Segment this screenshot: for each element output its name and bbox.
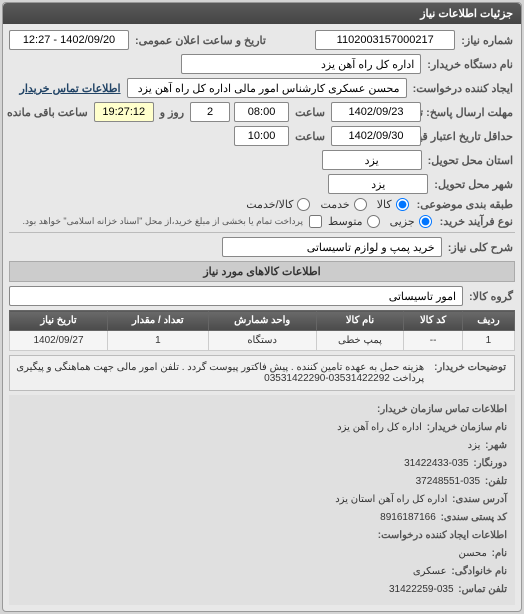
- proc-minor-radio[interactable]: [419, 215, 432, 228]
- td-unit: دستگاه: [208, 331, 316, 351]
- c-org-label: نام سازمان خریدار:: [425, 422, 509, 433]
- c-name-label: نام:: [490, 548, 509, 559]
- creator-input[interactable]: [127, 78, 407, 98]
- deadline-time-input[interactable]: [234, 102, 289, 122]
- c-tel: 035-31422259: [389, 584, 454, 595]
- note-text: هزینه حمل به عهده تامین کننده . پیش فاکت…: [16, 362, 424, 384]
- validity-time-input[interactable]: [234, 126, 289, 146]
- items-section-title: اطلاعات کالاهای مورد نیاز: [9, 261, 515, 282]
- pay-note: پرداخت تمام یا بخشی از مبلغ خرید،از محل …: [23, 216, 303, 227]
- buyer-org-input[interactable]: [181, 54, 421, 74]
- announce-input[interactable]: [9, 30, 129, 50]
- time-label-1: ساعت: [293, 106, 327, 119]
- td-qty: 1: [108, 331, 209, 351]
- c-phone: 035-37248551: [416, 476, 481, 487]
- td-row: 1: [462, 331, 514, 351]
- days-remaining-input: [190, 102, 230, 122]
- province-input[interactable]: [322, 150, 422, 170]
- group-input[interactable]: [9, 286, 463, 306]
- c-org: اداره کل راه آهن یزد: [337, 422, 422, 433]
- th-date: تاریخ نیاز: [10, 311, 108, 331]
- c-creator-title: اطلاعات ایجاد کننده درخواست:: [376, 530, 509, 541]
- c-family-label: نام خانوادگی:: [449, 566, 509, 577]
- contact-title: اطلاعات تماس سازمان خریدار:: [375, 404, 509, 415]
- c-postal-label: کد پستی سندی:: [439, 512, 509, 523]
- c-postal: 8916187166: [380, 512, 436, 523]
- proc-medium-radio[interactable]: [367, 215, 380, 228]
- c-city-label: شهر:: [483, 440, 509, 451]
- c-phone-label: تلفن:: [483, 476, 509, 487]
- deadline-date-input[interactable]: [331, 102, 421, 122]
- desc-label: شرح کلی نیاز:: [446, 241, 515, 254]
- time-remaining-input: [94, 102, 154, 122]
- days-label: روز و: [158, 106, 186, 119]
- desc-input[interactable]: [222, 237, 442, 257]
- pay-checkbox[interactable]: [309, 215, 322, 228]
- td-name: پمپ خطی: [316, 331, 404, 351]
- cat-goods-service-radio[interactable]: [297, 198, 310, 211]
- creator-contact-link[interactable]: اطلاعات تماس خریدار: [18, 82, 123, 95]
- items-table: ردیف کد کالا نام کالا واحد شمارش تعداد /…: [9, 310, 515, 351]
- c-name: محسن: [459, 548, 487, 559]
- c-tel-label: تلفن تماس:: [456, 584, 509, 595]
- c-addr-label: آدرس سندی:: [450, 494, 509, 505]
- td-code: --: [404, 331, 463, 351]
- deadline-label: مهلت ارسال پاسخ: تا تاریخ:: [425, 106, 515, 119]
- th-unit: واحد شمارش: [208, 311, 316, 331]
- c-fax-label: دورنگار:: [471, 458, 509, 469]
- th-code: کد کالا: [404, 311, 463, 331]
- c-family: عسکری: [413, 566, 447, 577]
- request-no-input[interactable]: [315, 30, 455, 50]
- table-row[interactable]: 1 -- پمپ خطی دستگاه 1 1402/09/27: [10, 331, 515, 351]
- time-label-2: ساعت: [293, 130, 327, 143]
- cat-service-radio[interactable]: [354, 198, 367, 211]
- creator-label: ایجاد کننده درخواست:: [411, 82, 515, 95]
- c-fax: 035-31422433: [404, 458, 469, 469]
- th-qty: تعداد / مقدار: [108, 311, 209, 331]
- c-city: یزد: [468, 440, 481, 451]
- remaining-label: ساعت باقی مانده: [5, 106, 90, 119]
- validity-label: حداقل تاریخ اعتبار قیمت: تا تاریخ:: [425, 130, 515, 143]
- td-date: 1402/09/27: [10, 331, 108, 351]
- cat-goods-label: کالا: [377, 198, 392, 211]
- buyer-org-label: نام دستگاه خریدار:: [425, 58, 515, 71]
- group-label: گروه کالا:: [467, 290, 515, 303]
- announce-label: تاریخ و ساعت اعلان عمومی:: [133, 34, 268, 47]
- cat-service-label: خدمت: [320, 198, 349, 211]
- panel-title: جزئیات اطلاعات نیاز: [3, 3, 521, 24]
- proc-minor-label: جزیی: [390, 215, 415, 228]
- validity-date-input[interactable]: [331, 126, 421, 146]
- proc-medium-label: متوسط: [328, 215, 363, 228]
- note-label: توضیحات خریدار:: [432, 362, 508, 384]
- th-name: نام کالا: [316, 311, 404, 331]
- province-label: استان محل تحویل:: [426, 154, 515, 167]
- city-input[interactable]: [328, 174, 428, 194]
- process-label: نوع فرآیند خرید:: [438, 215, 515, 228]
- cat-goods-radio[interactable]: [396, 198, 409, 211]
- city-label: شهر محل تحویل:: [432, 178, 515, 191]
- request-no-label: شماره نیاز:: [459, 34, 515, 47]
- cat-goods-service-label: کالا/خدمت: [246, 198, 293, 211]
- c-addr: اداره کل راه آهن استان یزد: [335, 494, 447, 505]
- category-label: طبقه بندی موضوعی:: [415, 198, 515, 211]
- th-row: ردیف: [462, 311, 514, 331]
